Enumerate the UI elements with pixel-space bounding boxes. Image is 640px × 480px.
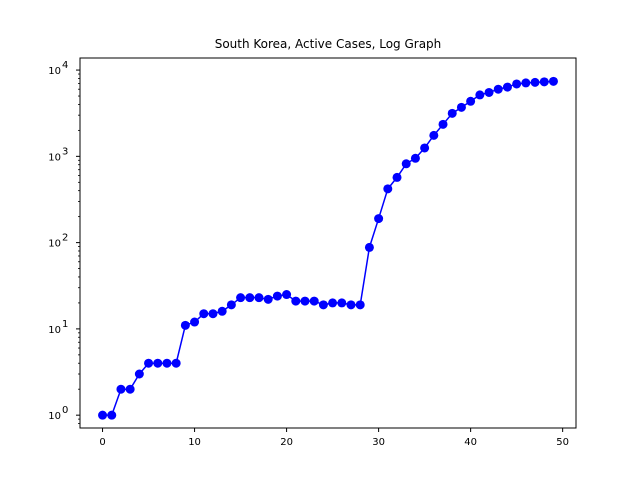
x-axis: 0 10 20 30 40 50: [99, 428, 569, 448]
data-point: [190, 317, 200, 327]
data-point: [144, 358, 154, 368]
data-point: [548, 76, 558, 86]
data-point: [429, 130, 439, 140]
data-point: [98, 410, 108, 420]
data-point: [226, 300, 236, 310]
data-point: [493, 84, 503, 94]
y-tick-label-exponent: 1: [62, 319, 68, 330]
data-point: [245, 293, 255, 303]
data-point: [530, 77, 540, 87]
data-point: [401, 159, 411, 169]
data-point: [199, 309, 209, 319]
data-point: [364, 242, 374, 252]
y-tick-label-exponent: 3: [62, 146, 68, 157]
data-point: [263, 294, 273, 304]
data-point: [309, 296, 319, 306]
data-point: [125, 384, 135, 394]
y-tick-label: 10: [48, 152, 61, 163]
data-point: [383, 184, 393, 194]
data-point: [134, 369, 144, 379]
data-point: [217, 306, 227, 316]
data-point: [346, 300, 356, 310]
x-tick-label: 30: [372, 437, 385, 448]
data-point: [539, 77, 549, 87]
x-tick-label: 50: [556, 437, 569, 448]
data-point: [162, 358, 172, 368]
y-tick-label-exponent: 2: [62, 233, 68, 244]
data-point: [438, 119, 448, 129]
data-point: [153, 358, 163, 368]
data-point: [300, 296, 310, 306]
data-point: [374, 214, 384, 224]
data-point: [521, 78, 531, 88]
data-point: [180, 320, 190, 330]
data-point: [291, 296, 301, 306]
data-point: [107, 410, 117, 420]
x-tick-label: 0: [99, 437, 105, 448]
data-point: [512, 79, 522, 89]
data-point: [392, 172, 402, 182]
data-point: [484, 87, 494, 97]
data-point: [328, 298, 338, 308]
data-point: [337, 298, 347, 308]
data-point: [502, 82, 512, 92]
y-tick-label-exponent: 4: [62, 60, 68, 71]
data-point: [456, 102, 466, 112]
data-point: [466, 96, 476, 106]
data-point: [475, 90, 485, 100]
data-point: [282, 290, 292, 300]
y-tick-label: 10: [48, 411, 61, 422]
data-point: [208, 309, 218, 319]
x-tick-label: 20: [280, 437, 293, 448]
x-tick-label: 10: [188, 437, 201, 448]
chart-title: South Korea, Active Cases, Log Graph: [215, 37, 442, 51]
y-tick-label-exponent: 0: [62, 405, 68, 416]
data-point: [272, 291, 282, 301]
data-point: [318, 300, 328, 310]
data-point: [254, 293, 264, 303]
x-tick-label: 40: [464, 437, 477, 448]
data-point: [171, 358, 181, 368]
y-tick-label: 10: [48, 325, 61, 336]
data-point: [236, 293, 246, 303]
data-point: [420, 143, 430, 153]
data-point: [116, 384, 126, 394]
y-tick-label: 10: [48, 239, 61, 250]
y-tick-label: 10: [48, 66, 61, 77]
data-point: [410, 153, 420, 163]
data-point: [447, 108, 457, 118]
data-point: [355, 300, 365, 310]
plot-area: [98, 76, 558, 420]
